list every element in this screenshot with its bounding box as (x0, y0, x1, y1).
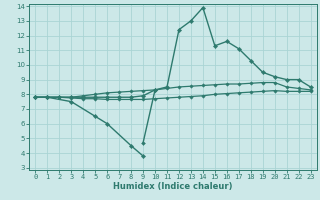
X-axis label: Humidex (Indice chaleur): Humidex (Indice chaleur) (113, 182, 233, 191)
